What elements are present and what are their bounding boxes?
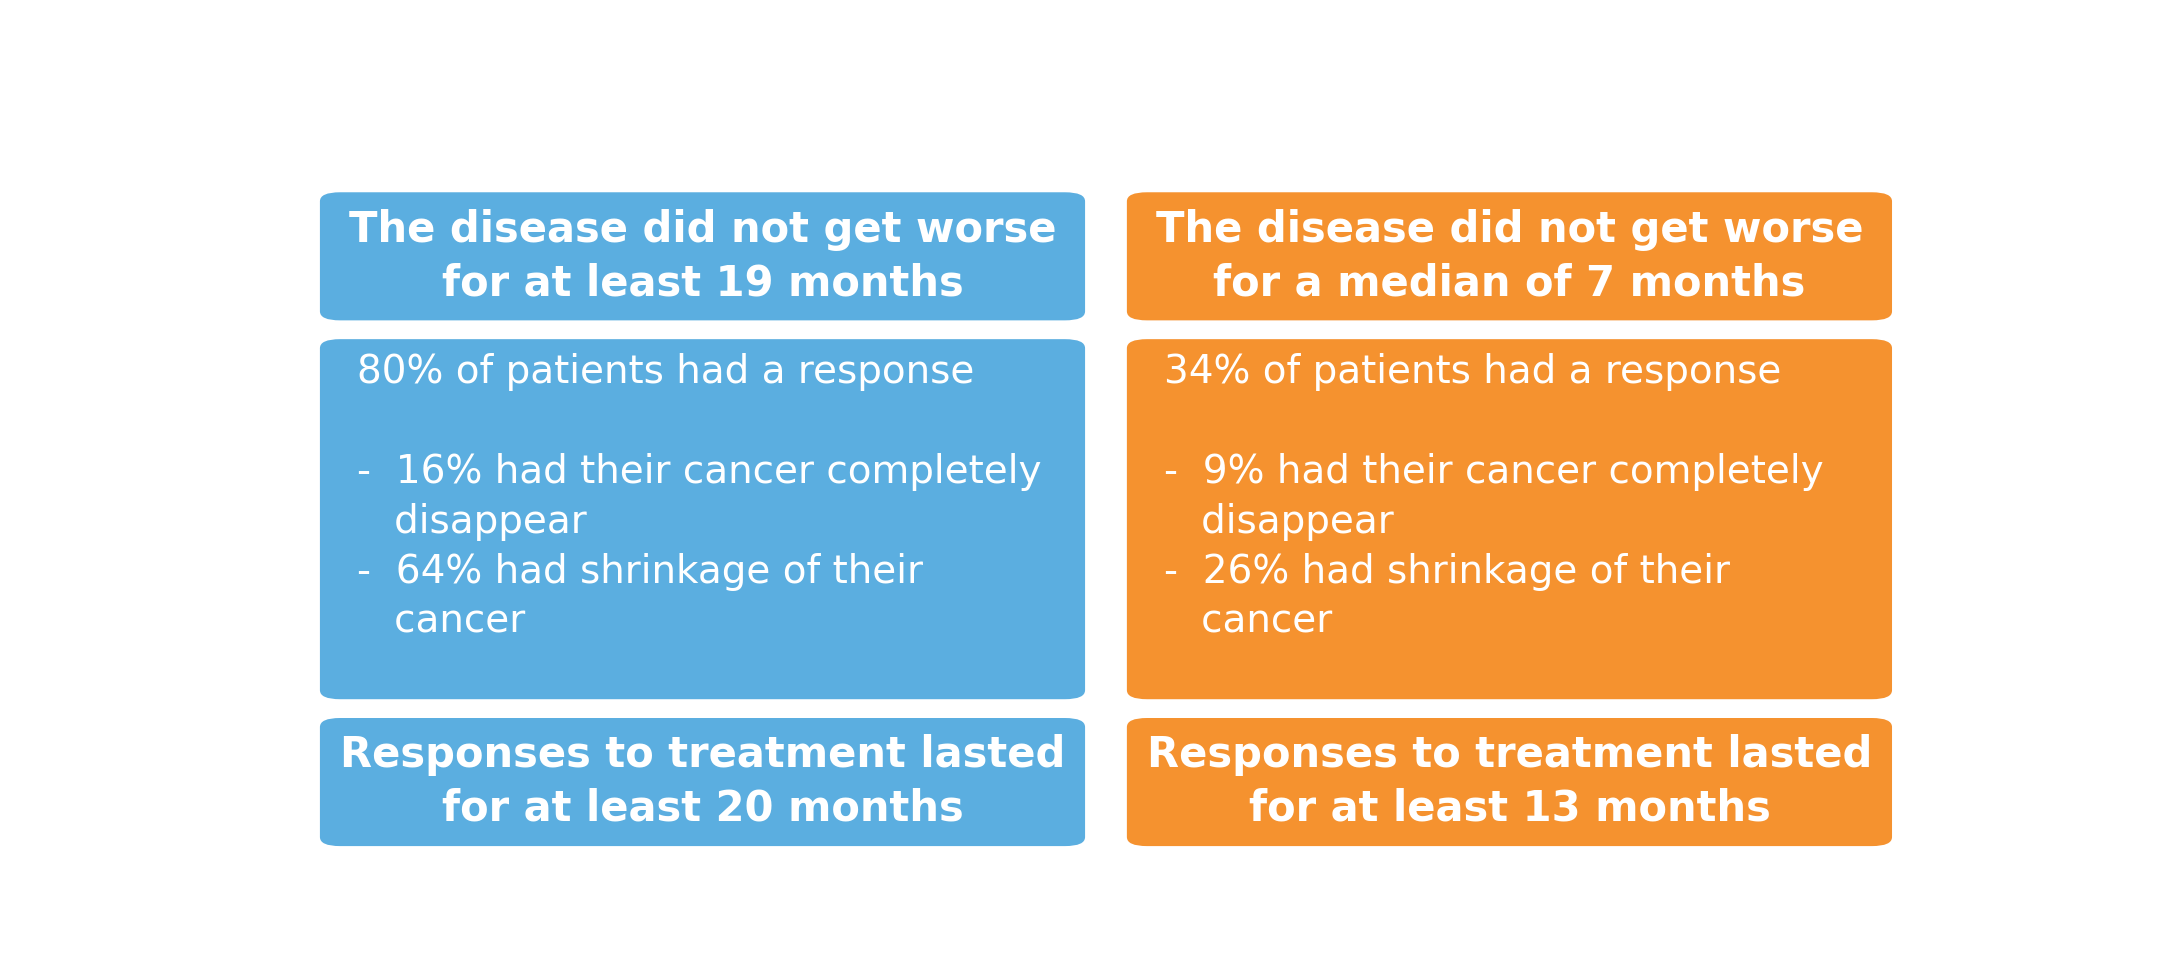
- Text: The disease did not get worse
for at least 19 months: The disease did not get worse for at lea…: [350, 209, 1055, 305]
- FancyBboxPatch shape: [319, 339, 1085, 699]
- Text: Responses to treatment lasted
for at least 13 months: Responses to treatment lasted for at lea…: [1146, 734, 1873, 830]
- Text: Responses to treatment lasted
for at least 20 months: Responses to treatment lasted for at lea…: [339, 734, 1066, 830]
- FancyBboxPatch shape: [319, 718, 1085, 846]
- Text: 80% of patients had a response

-  16% had their cancer completely
   disappear
: 80% of patients had a response - 16% had…: [356, 352, 1040, 640]
- FancyBboxPatch shape: [1126, 192, 1893, 320]
- FancyBboxPatch shape: [319, 192, 1085, 320]
- FancyBboxPatch shape: [1126, 339, 1893, 699]
- Text: The disease did not get worse
for a median of 7 months: The disease did not get worse for a medi…: [1157, 209, 1862, 305]
- FancyBboxPatch shape: [1126, 718, 1893, 846]
- Text: 34% of patients had a response

-  9% had their cancer completely
   disappear
-: 34% of patients had a response - 9% had …: [1163, 352, 1824, 640]
